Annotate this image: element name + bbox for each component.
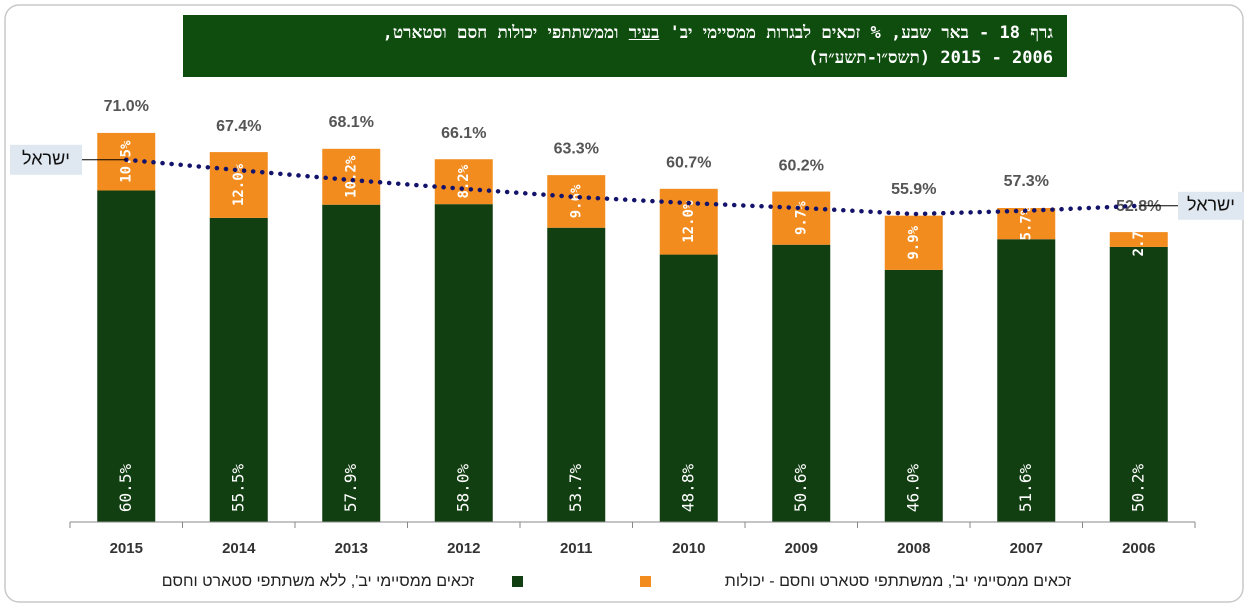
segment-label: 9.7% — [793, 201, 809, 235]
total-label: 60.2% — [779, 157, 824, 174]
total-label: 52.8% — [1116, 198, 1161, 215]
bar-segment — [322, 204, 381, 522]
bar-segment — [659, 254, 718, 523]
segment-label: 10.2% — [343, 155, 359, 198]
total-label: 63.3% — [554, 140, 599, 157]
bar-segment — [434, 204, 493, 522]
segment-label: 2.7% — [1131, 222, 1147, 256]
total-label: 66.1% — [441, 125, 486, 142]
bar-segment — [884, 215, 943, 270]
segment-label: 58.0% — [453, 464, 472, 513]
bar-segment — [1109, 246, 1168, 523]
title-part: 2006 - 2015 (תשס״ו-תשע״ה) — [808, 48, 1053, 68]
legend-label: זכאים ממסיימי יב', ממשתתפי סטארט וחסם - … — [725, 572, 1071, 590]
title-part: וממשתתפי יכולות חסם וסטארט, — [382, 23, 629, 43]
segment-label: 60.5% — [116, 464, 135, 513]
line-label: ישראל — [22, 149, 70, 169]
total-label: 68.1% — [329, 114, 374, 131]
x-tick-label: 2010 — [672, 540, 705, 557]
total-label: 67.4% — [216, 118, 261, 135]
bar-segment — [547, 227, 606, 522]
chart-title: גרף 18 - באר שבע, % זכאים לבגרות ממסיימי… — [183, 15, 1067, 77]
legend-swatch — [640, 576, 651, 587]
bar-segment — [772, 244, 831, 522]
segment-label: 9.6% — [568, 184, 584, 218]
legend-label: זכאים ממסיימי יב', ללא משתתפי סטארט וחסם — [162, 572, 474, 590]
total-label: 71.0% — [104, 98, 149, 115]
segment-label: 9.9% — [906, 225, 922, 259]
bar-segment — [434, 159, 493, 205]
x-tick-label: 2014 — [222, 540, 256, 557]
title-part: בעיר — [628, 23, 660, 43]
bar-segment — [209, 152, 268, 218]
total-label: 60.7% — [666, 155, 711, 172]
segment-label: 12.0% — [231, 163, 247, 206]
line-label-box — [1178, 191, 1244, 220]
line-label: ישראל — [1187, 195, 1235, 215]
line-label-box — [10, 144, 82, 175]
segment-label: 5.7% — [1018, 206, 1034, 240]
bar-segment — [209, 217, 268, 523]
bar-segment — [97, 190, 156, 522]
segment-label: 57.9% — [341, 464, 360, 513]
segment-label: 12.0% — [681, 200, 697, 243]
segment-label: 53.7% — [566, 464, 585, 513]
segment-label: 51.6% — [1016, 464, 1035, 513]
segment-label: 50.2% — [1128, 464, 1147, 513]
bar-segment — [659, 188, 718, 255]
x-tick-label: 2007 — [1010, 540, 1043, 557]
x-tick-label: 2006 — [1122, 540, 1155, 557]
total-label: 57.3% — [1004, 173, 1049, 190]
segment-label: 8.2% — [456, 164, 472, 198]
total-label: 55.9% — [891, 181, 936, 198]
segment-label: 48.8% — [678, 464, 697, 513]
frame — [4, 4, 1244, 603]
x-tick-label: 2008 — [897, 540, 930, 557]
bar-segment — [997, 239, 1056, 522]
title-part: גרף 18 - באר שבע, % זכאים לבגרות ממסיימי… — [659, 23, 1053, 43]
bar-segment — [547, 175, 606, 228]
segment-label: 46.0% — [903, 464, 922, 513]
x-tick-label: 2009 — [785, 540, 818, 557]
bar-segment — [772, 191, 831, 245]
x-tick-label: 2012 — [447, 540, 480, 557]
bar-segment — [322, 148, 381, 205]
x-tick-label: 2015 — [110, 540, 143, 557]
x-tick-label: 2011 — [560, 540, 593, 557]
bar-segment — [1109, 232, 1168, 247]
x-tick-label: 2013 — [335, 540, 368, 557]
segment-label: 55.5% — [228, 464, 247, 513]
bar-segment — [884, 269, 943, 522]
line-series — [124, 157, 1141, 217]
segment-label: 50.6% — [791, 464, 810, 513]
legend-swatch — [512, 576, 523, 587]
